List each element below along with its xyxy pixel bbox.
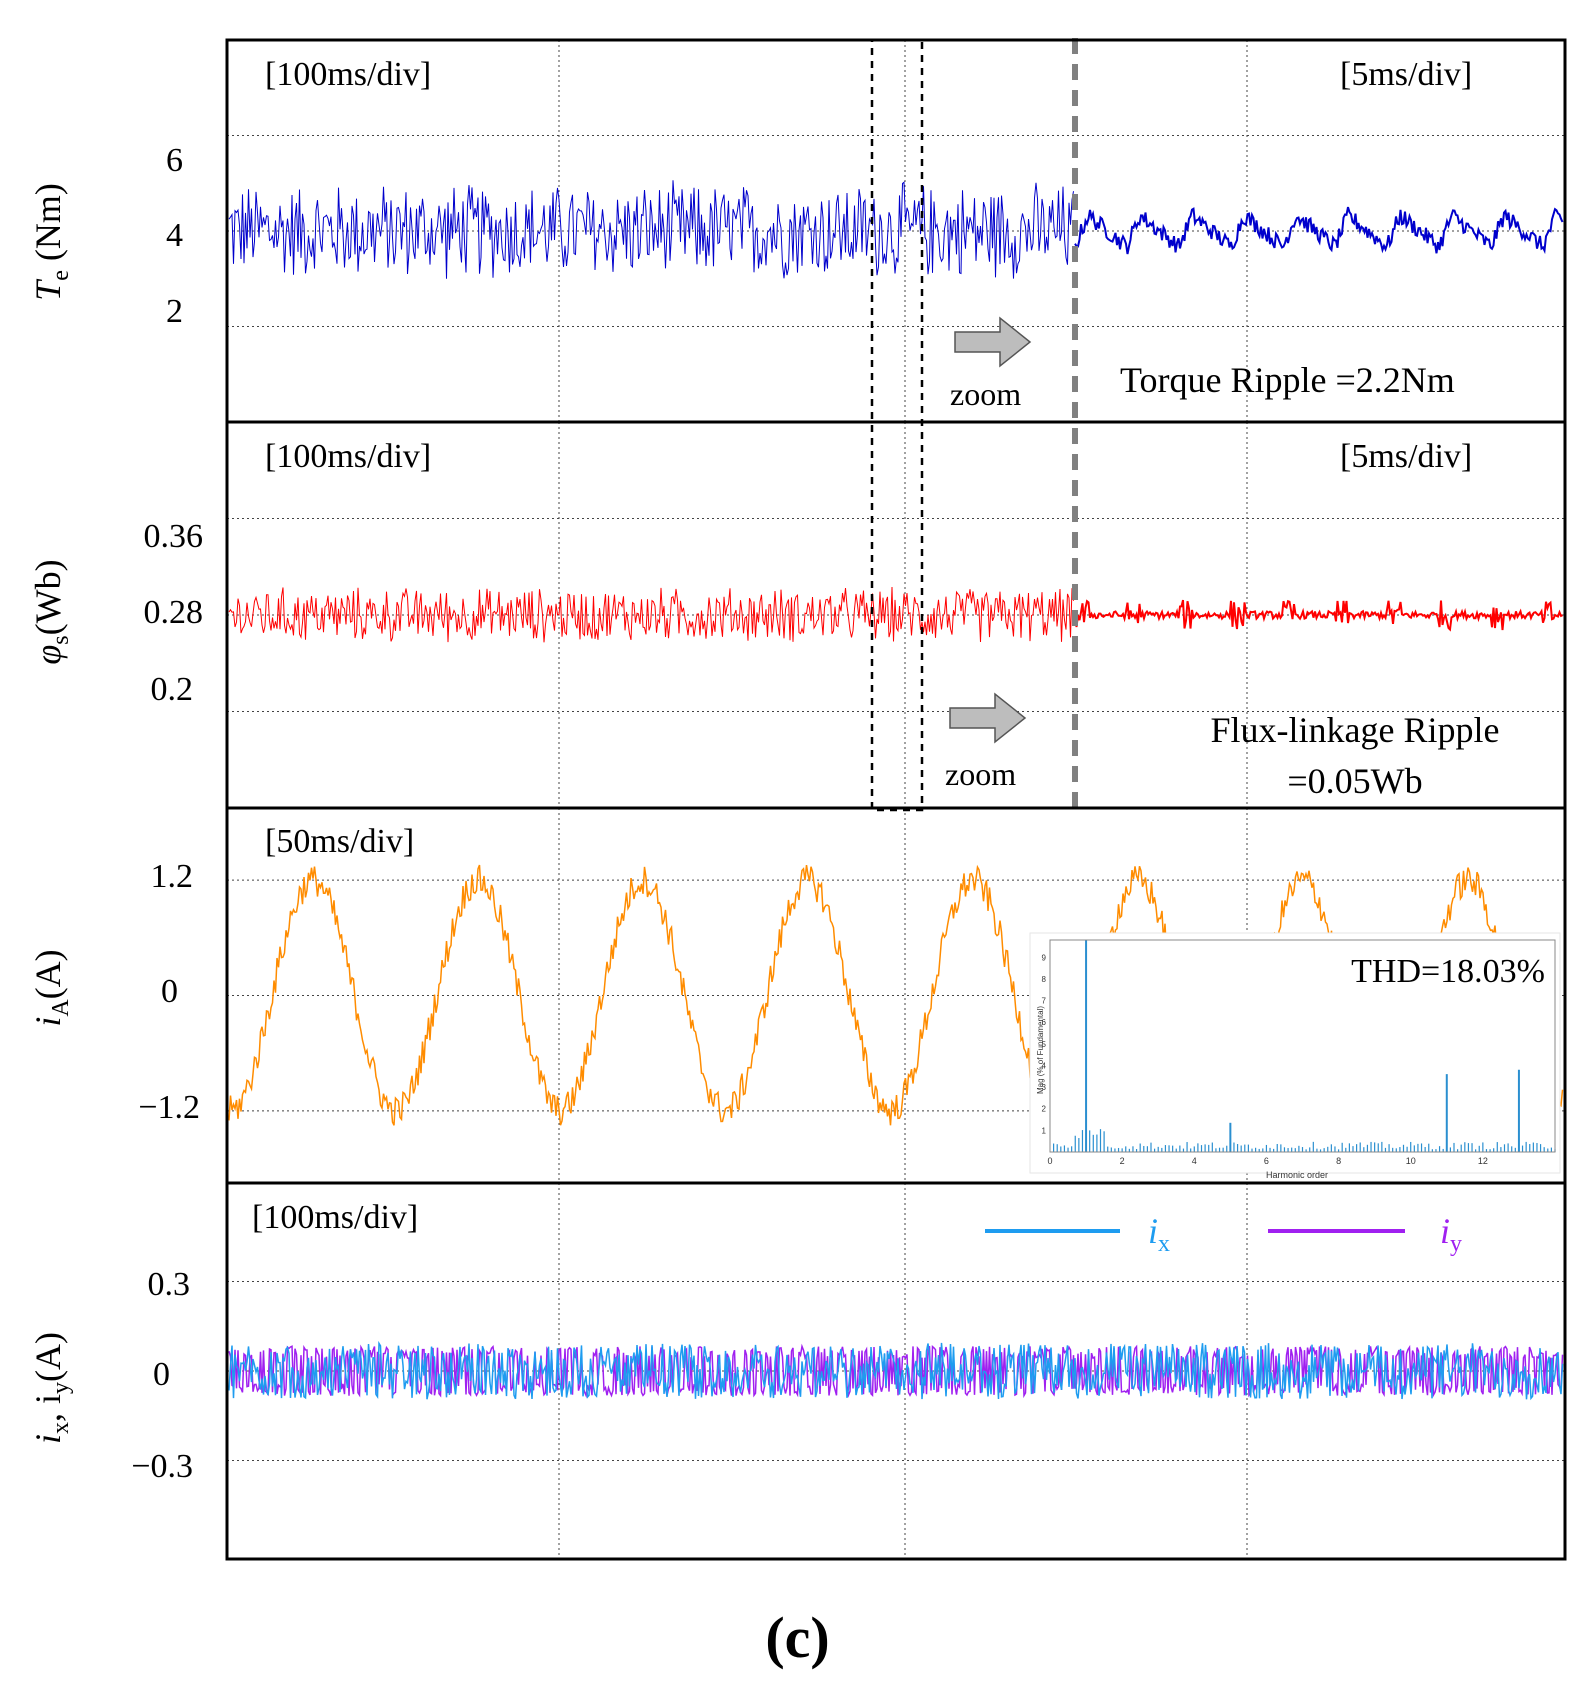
flux-trace-zoomed [1074,599,1563,632]
thd-ytick: 1 [1042,1126,1047,1135]
flux-trace-compressed [228,586,1074,643]
thd-xlabel: Harmonic order [1266,1170,1328,1180]
current-ytick-neg12: −1.2 [138,1089,200,1126]
thd-harmonic-bars [1053,940,1556,1152]
torque-panel: [100ms/div] [5ms/div] 6 4 2 Te (Nm) Torq… [28,40,1565,422]
flux-ytick-028: 0.28 [144,594,204,631]
flux-timescale-left: [100ms/div] [265,438,431,475]
thd-xtick: 0 [1047,1156,1052,1166]
xy-ytick-03: 0.3 [148,1266,191,1303]
thd-xtick: 8 [1336,1156,1341,1166]
ix-trace [228,1340,1564,1401]
flux-zoom-label: zoom [945,756,1016,792]
thd-ytick: 8 [1042,975,1047,984]
torque-timescale-right: [5ms/div] [1340,56,1472,93]
torque-ylabel: Te (Nm) [28,183,74,301]
torque-zoom-label: zoom [950,376,1021,412]
current-ytick-12: 1.2 [151,858,194,895]
xy-ytick-0: 0 [153,1356,170,1393]
thd-xtick: 10 [1406,1156,1416,1166]
current-ytick-0: 0 [161,973,178,1010]
flux-ytick-036: 0.36 [144,518,204,555]
thd-ytick: 4 [1042,1061,1047,1070]
torque-trace-zoomed [1074,206,1564,255]
thd-ytick: 5 [1042,1040,1047,1049]
xy-ylabel: ix, iy(A) [28,1332,74,1444]
current-timescale-left: [50ms/div] [265,823,414,860]
xy-timescale-left: [100ms/div] [252,1199,418,1236]
thd-xtick: 6 [1264,1156,1269,1166]
thd-xtick: 2 [1120,1156,1125,1166]
torque-trace-compressed [228,180,1074,279]
thd-annotation: THD=18.03% [1351,953,1545,990]
panel-frames [225,38,1567,1561]
torque-timescale-left: [100ms/div] [265,56,431,93]
torque-ripple-annotation: Torque Ripple =2.2Nm [1120,360,1455,400]
flux-zoom-arrow-icon [949,692,1027,744]
thd-ytick: 7 [1042,997,1047,1006]
zoom-window-marker [870,38,924,812]
torque-ytick-2: 2 [166,293,183,330]
flux-timescale-right: [5ms/div] [1340,438,1472,475]
thd-xtick: 4 [1192,1156,1197,1166]
figure-caption: (c) [765,1605,830,1670]
thd-ytick: 6 [1042,1018,1047,1027]
torque-zoom-arrow-icon [954,316,1032,368]
flux-panel: [100ms/div] [5ms/div] 0.36 0.28 0.2 φs(W… [28,422,1565,808]
legend-ix-label: ix [1148,1211,1170,1257]
thd-ylabel: Mag (% of Fundamental) [1036,1006,1045,1094]
thd-ytick: 3 [1042,1083,1047,1092]
xy-grid [227,1183,1565,1559]
flux-ripple-annotation-line2: =0.05Wb [1287,761,1422,801]
current-panel: [50ms/div] 1.2 0 −1.2 iA(A) 0 2 4 6 8 10 12123… [28,808,1565,1183]
legend: ix iy [985,1211,1462,1257]
torque-ytick-6: 6 [166,142,183,179]
thd-xtick: 12 [1478,1156,1488,1166]
flux-ripple-annotation-line1: Flux-linkage Ripple [1211,710,1500,750]
xy-current-panel: [100ms/div] 0.3 0 −0.3 ix, iy(A) ix iy [28,1183,1565,1559]
flux-ylabel: φs(Wb) [28,559,74,664]
thd-ytick: 9 [1042,953,1047,962]
legend-iy-label: iy [1440,1211,1462,1257]
xy-ytick-neg03: −0.3 [131,1448,193,1485]
torque-ytick-4: 4 [166,217,183,254]
thd-ytick: 2 [1042,1105,1047,1114]
current-ylabel: iA(A) [28,949,74,1026]
thd-axis-frame [1049,939,1556,1153]
flux-ytick-02: 0.2 [151,671,194,708]
